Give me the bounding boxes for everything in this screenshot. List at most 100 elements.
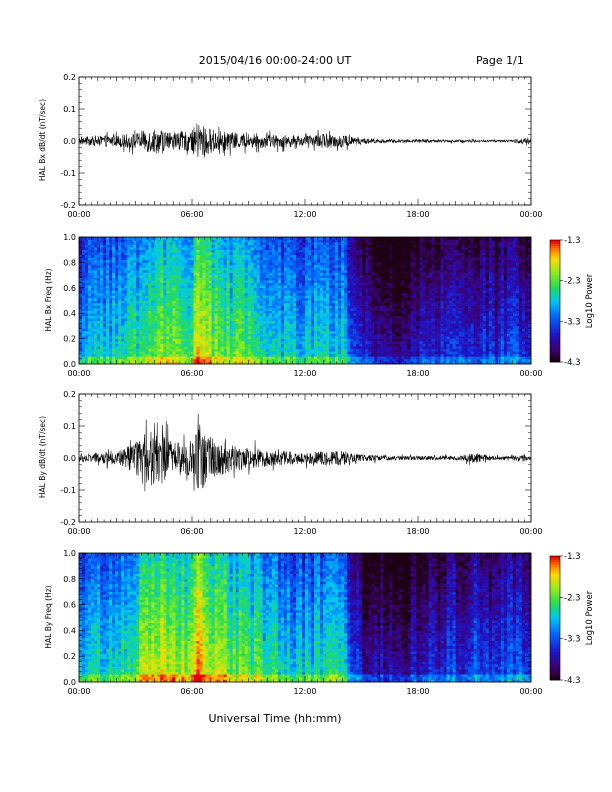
bx-spec-cell [208,351,212,355]
bx-spec-cell [172,330,176,334]
bx-spec-cell [308,262,312,266]
bx-spec-cell [199,275,203,278]
bx-spec-cell [103,353,107,357]
bx-spec-cell [196,282,200,286]
bx-spec-cell [85,272,89,276]
bx-spec-cell [202,325,206,329]
bx-spec-cell [332,257,336,261]
bx-spec-cell [109,252,113,256]
bx-spec-cell [214,328,218,332]
bx-spec-cell [106,270,110,273]
bx-spec-cell [148,249,152,253]
bx-spec-cell [103,242,107,245]
bx-spec-cell [317,270,321,273]
bx-spec-cell [202,343,206,347]
bx-spec-cell [274,330,279,334]
bx-spec-cell [223,338,227,342]
bx-spec-cell [256,323,261,327]
bx-spec-cell [118,313,122,317]
bx-spec-cell [286,287,291,291]
bx-spec-cell [82,351,86,355]
bx-spec-cell [232,341,236,344]
bx-spec-cell [184,356,188,360]
bx-spec-cell [220,259,224,263]
bx-spec-cell [362,277,366,281]
bx-spec-cell [311,244,315,248]
bx-spec-cell [217,259,221,263]
bx-spec-cell [298,315,303,319]
bx-spec-cell [109,290,113,294]
bx-spec-cell [353,323,357,327]
bx-spec-cell [262,343,267,347]
bx-spec-cell [151,323,155,327]
bx-spec-cell [338,287,342,291]
bx-spec-cell [320,252,324,256]
bx-spec-cell [326,280,330,284]
bx-spec-cell [208,259,212,263]
bx-spec-cell [190,247,194,250]
bx-spec-cell [118,257,122,261]
bx-spec-cell [124,275,128,278]
bx-spec-cell [268,358,273,362]
bx-spec-cell [341,343,345,347]
bx-spec-cell [268,338,273,342]
bx-spec-cell [365,305,369,309]
bx-spec-cell [136,341,140,344]
bx-spec-cell [250,264,255,268]
bx-spec-cell [139,330,143,334]
bx-spec-cell [314,275,318,278]
bx-spec-cell [314,272,318,276]
bx-spec-cell [211,361,215,365]
bx-spec-cell [91,330,95,334]
bx-spec-cell [332,262,336,266]
bx-spec-cell [97,247,101,250]
bx-spec-cell [344,308,348,311]
bx-spec-cell [85,237,89,240]
bx-spec-cell [145,343,149,347]
bx-spec-cell [85,282,89,286]
bx-spec-cell [154,315,158,319]
bx-spec-cell [295,356,300,360]
bx-spec-cell [166,290,170,294]
bx-spec-cell [359,254,363,258]
bx-spec-cell [253,262,258,266]
bx-spec-cell [178,318,182,322]
bx-spec-cell [247,315,252,319]
bx-spec-cell [262,323,267,327]
bx-spec-cell [157,295,161,299]
bx-spec-cell [314,333,318,337]
bx-spec-cell [118,297,122,301]
bx-spec-cell [286,313,291,317]
bx-spec-cell [301,244,306,248]
bx-spec-cell [91,257,95,261]
bx-spec-cell [79,237,83,240]
bx-spec-cell [223,252,227,256]
bx-spec-cell [332,287,336,291]
bx-spec-cell [154,353,158,357]
bx-spec-cell [314,264,318,268]
bx-spec-cell [244,257,249,261]
bx-spec-cell [106,254,110,258]
bx-spec-cell [362,305,366,309]
bx-spec-cell [172,292,176,296]
bx-spec-cell [365,277,369,281]
bx-spec-cell [115,280,119,284]
bx-spec-cell [359,295,363,299]
bx-spec-cell [136,287,140,291]
bx-spec-cell [214,244,218,248]
bx-spec-cell [175,358,179,362]
bx-spec-cell [341,295,345,299]
bx-spec-cell [142,242,146,245]
bx-spec-cell [244,315,249,319]
bx-spec-cell [115,308,119,311]
bx-spec-cell [320,254,324,258]
bx-spec-cell [208,280,212,284]
bx-spec-cell [169,338,173,342]
bx-spec-cell [187,351,191,355]
bx-spec-cell [157,244,161,248]
bx-spec-cell [217,361,221,365]
bx-spec-cell [136,264,140,268]
bx-spec-cell [199,264,203,268]
bx-spec-cell [265,277,270,281]
bx-spec-cell [311,252,315,256]
